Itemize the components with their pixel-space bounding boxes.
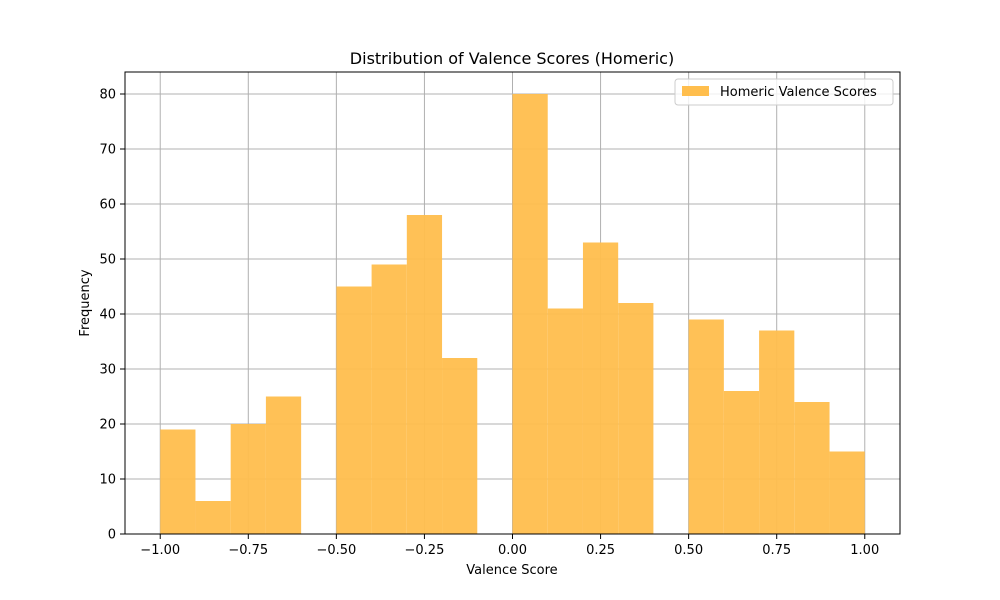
histogram-bar [759,330,795,534]
y-tick-label: 10 [99,473,116,488]
y-tick-label: 80 [99,88,116,103]
bars-layer [160,94,865,534]
x-tick-label: −0.50 [316,543,356,558]
histogram-bar [618,303,654,534]
y-axis-label: Frequency [78,269,93,336]
y-tick-label: 70 [99,143,116,158]
chart-title: Distribution of Valence Scores (Homeric) [350,49,674,68]
histogram-bar [794,402,830,534]
y-tick-label: 40 [99,308,116,323]
x-tick-label: 1.00 [850,543,879,558]
x-tick-label: 0.25 [586,543,615,558]
histogram-bar [160,429,196,534]
histogram-bar [547,308,583,534]
histogram-bar [230,424,266,534]
x-tick-label: −0.75 [228,543,268,558]
y-tick-label: 50 [99,253,116,268]
histogram-bar [406,215,443,534]
histogram-bar [371,264,407,534]
y-tick-label: 0 [108,528,116,543]
x-tick-label: 0.75 [762,543,791,558]
histogram-bar [723,391,760,534]
legend: Homeric Valence Scores [674,78,894,106]
y-tick-label: 20 [99,418,116,433]
histogram-bar [829,451,865,534]
x-tick-label: −0.25 [405,543,445,558]
histogram-bar [582,242,619,534]
legend-swatch [682,86,709,96]
histogram-bar [336,286,372,534]
histogram-bar [688,319,724,534]
y-tick-label: 30 [99,363,116,378]
legend-frame [674,78,894,106]
x-axis-label: Valence Score [466,563,557,578]
histogram-bar [195,501,231,534]
histogram-bar [265,396,302,534]
x-tick-label: −1.00 [140,543,180,558]
x-tick-label: 0.50 [674,543,703,558]
histogram-bar [512,94,548,534]
x-tick-label: 0.00 [498,543,527,558]
legend-label: Homeric Valence Scores [720,85,877,100]
ticks-layer: −1.00 −0.75 −0.50 −0.25 0.00 0.25 0.50 0.75 1.00… [99,88,879,559]
histogram-bar [442,358,478,534]
y-tick-label: 60 [99,198,116,213]
